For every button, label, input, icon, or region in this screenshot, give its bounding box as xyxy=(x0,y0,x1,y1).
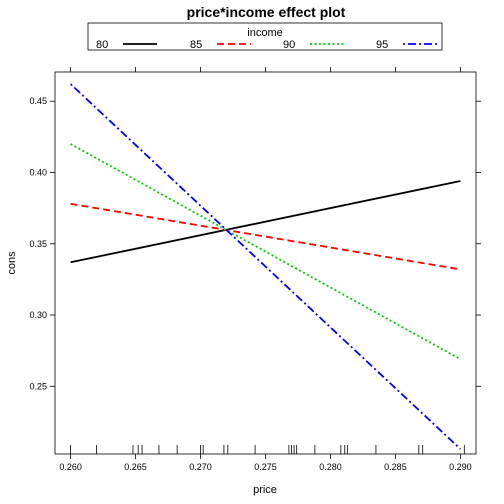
rug xyxy=(71,445,465,454)
x-tick-label: 0.280 xyxy=(319,462,342,472)
y-tick-label: 0.40 xyxy=(29,167,47,177)
x-axis: 0.260 0.265 0.270 0.275 0.280 0.285 0.290 xyxy=(59,67,471,472)
x-tick-label: 0.260 xyxy=(59,462,82,472)
legend-label-80: 80 xyxy=(96,39,108,51)
x-tick-label: 0.290 xyxy=(449,462,472,472)
y-tick-label: 0.30 xyxy=(29,310,47,320)
x-tick-label: 0.285 xyxy=(384,462,407,472)
series-line-90 xyxy=(71,144,461,359)
x-tick-label: 0.265 xyxy=(124,462,147,472)
y-axis: 0.25 0.30 0.35 0.40 0.45 xyxy=(29,96,481,391)
x-tick-label: 0.270 xyxy=(189,462,212,472)
x-axis-label: price xyxy=(253,484,277,496)
series-line-80 xyxy=(71,181,461,262)
series-line-85 xyxy=(71,204,461,270)
series-line-95 xyxy=(71,84,461,449)
y-tick-label: 0.45 xyxy=(29,96,47,106)
x-tick-label: 0.275 xyxy=(254,462,277,472)
legend: income 80 85 90 95 xyxy=(88,23,442,51)
legend-label-95: 95 xyxy=(376,39,388,51)
chart-title: price*income effect plot xyxy=(187,4,346,20)
legend-title: income xyxy=(247,27,282,39)
y-axis-label: cons xyxy=(6,251,18,275)
y-tick-label: 0.25 xyxy=(29,381,47,391)
series-lines xyxy=(71,84,461,449)
legend-label-90: 90 xyxy=(283,39,295,51)
legend-label-85: 85 xyxy=(190,39,202,51)
y-tick-label: 0.35 xyxy=(29,239,47,249)
